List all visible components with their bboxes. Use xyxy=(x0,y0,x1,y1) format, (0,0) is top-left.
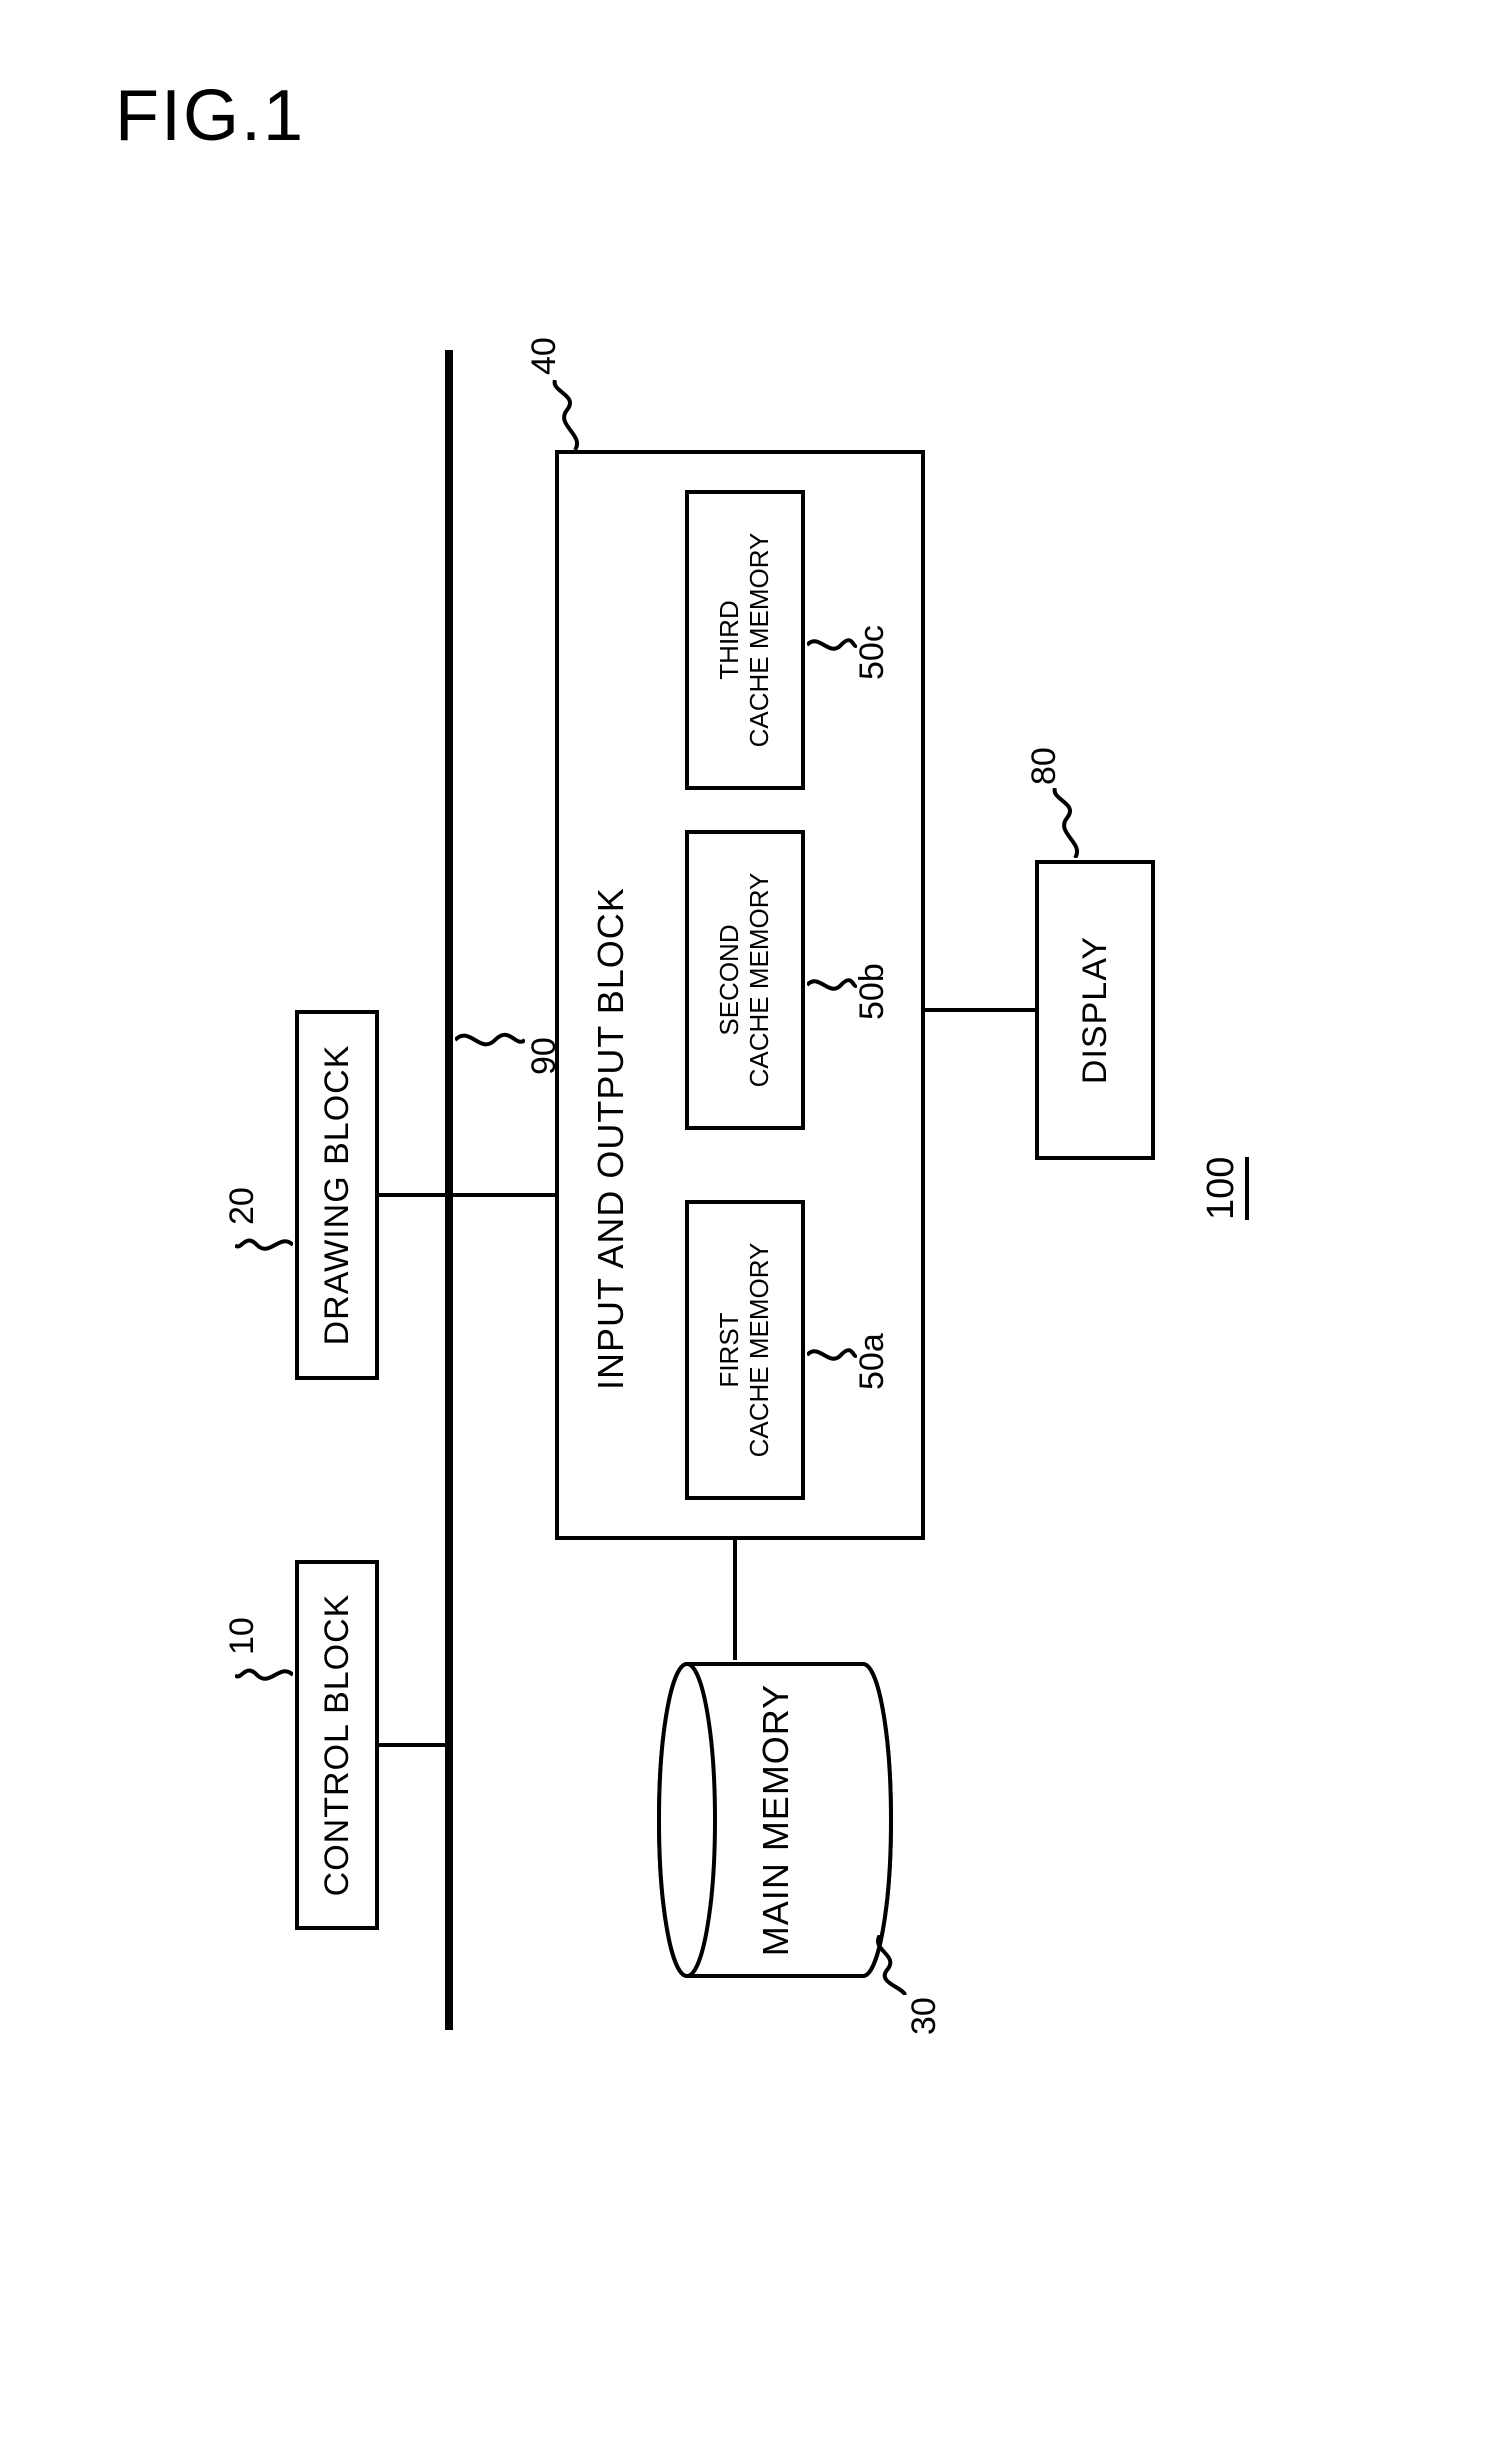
io-block-label: INPUT AND OUTPUT BLOCK xyxy=(590,887,632,1390)
squiggle-50b xyxy=(807,970,857,1000)
cache3-block: THIRD CACHE MEMORY xyxy=(685,490,805,790)
conn-io-display xyxy=(925,1008,1035,1012)
ref-main-memory: 30 xyxy=(905,1997,944,2035)
cache3-line1: THIRD xyxy=(715,600,745,679)
figure-title: FIG.1 xyxy=(115,75,305,157)
cache3-line2: CACHE MEMORY xyxy=(745,533,775,748)
control-block-label: CONTROL BLOCK xyxy=(318,1594,357,1897)
conn-bus-io xyxy=(453,1193,555,1197)
squiggle-30 xyxy=(875,1935,915,1995)
ref-drawing: 20 xyxy=(223,1187,262,1225)
cache2-line2: CACHE MEMORY xyxy=(745,873,775,1088)
squiggle-80 xyxy=(1045,788,1085,858)
squiggle-50a xyxy=(807,1340,857,1370)
drawing-block: DRAWING BLOCK xyxy=(295,1010,379,1380)
squiggle-10 xyxy=(235,1660,293,1690)
cache2-block: SECOND CACHE MEMORY xyxy=(685,830,805,1130)
cache1-line1: FIRST xyxy=(715,1312,745,1387)
cache2-line1: SECOND xyxy=(715,924,745,1035)
system-ref: 100 xyxy=(1200,1157,1249,1220)
main-memory-label: MAIN MEMORY xyxy=(755,1660,797,1980)
conn-memory-io xyxy=(733,1540,737,1660)
ref-cache3: 50c xyxy=(853,625,892,680)
squiggle-50c xyxy=(807,630,857,660)
display-label: DISPLAY xyxy=(1076,936,1115,1084)
bus-line xyxy=(445,350,453,2030)
display-block: DISPLAY xyxy=(1035,860,1155,1160)
cache1-line2: CACHE MEMORY xyxy=(745,1243,775,1458)
ref-cache2: 50b xyxy=(853,963,892,1020)
conn-control-bus xyxy=(379,1743,445,1747)
diagram-container: 90 CONTROL BLOCK 10 DRAWING BLOCK 20 xyxy=(235,310,1235,2090)
ref-display: 80 xyxy=(1025,747,1064,785)
squiggle-40 xyxy=(545,380,585,450)
cache1-block: FIRST CACHE MEMORY xyxy=(685,1200,805,1500)
squiggle-90 xyxy=(455,1020,525,1060)
drawing-block-label: DRAWING BLOCK xyxy=(318,1045,357,1346)
ref-io: 40 xyxy=(525,337,564,375)
ref-cache1: 50a xyxy=(853,1333,892,1390)
control-block: CONTROL BLOCK xyxy=(295,1560,379,1930)
squiggle-20 xyxy=(235,1230,293,1260)
ref-control: 10 xyxy=(223,1617,262,1655)
conn-drawing-bus xyxy=(379,1193,445,1197)
